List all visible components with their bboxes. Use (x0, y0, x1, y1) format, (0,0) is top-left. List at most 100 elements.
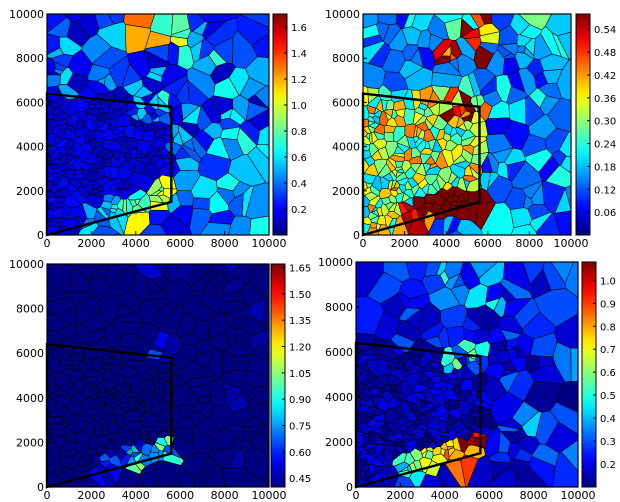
mesh-cell (426, 427, 440, 438)
colorbar-tick-label: 0.24 (594, 140, 616, 151)
y-tick-label: 8000 (16, 52, 44, 65)
x-tick-label: 0 (44, 489, 51, 502)
y-tick-label: 2000 (16, 436, 44, 449)
x-tick-label: 0 (360, 237, 367, 250)
mesh-cell (150, 122, 160, 132)
mesh-cell (104, 264, 132, 289)
mesh-cell (545, 165, 571, 188)
mesh-cell (384, 111, 392, 121)
mesh-cells (47, 14, 269, 235)
mesh-cell (529, 364, 566, 384)
mesh-cell (107, 386, 117, 396)
y-tick-label: 0 (346, 481, 353, 494)
mesh-cell (132, 401, 141, 409)
colorbar-tick-label: 0.8 (291, 127, 307, 138)
mesh-cell (370, 425, 384, 436)
mesh-cell (420, 447, 428, 455)
voronoi-panel-1: 0 2000 4000 6000 8000 10000 0 2000 4000 6000 8000 1… (9, 8, 287, 250)
mesh-cell (102, 179, 113, 196)
colorbar: 0.06 0.12 0.18 0.24 0.30 0.36 0.42 0.48 0.54 (575, 13, 616, 236)
mesh-cell (363, 222, 371, 235)
y-tick-label: 0 (353, 229, 360, 242)
voronoi-panel-4: 0 2000 4000 6000 8000 10000 0 2000 4000 6000 8000 1… (318, 256, 596, 502)
mesh-cell (47, 433, 61, 456)
mesh-cell (75, 323, 91, 346)
mesh-cell (188, 264, 212, 287)
y-tick-label: 4000 (16, 392, 44, 405)
colorbar-tick-label: 1.2 (291, 75, 307, 86)
y-tick-label: 0 (37, 481, 44, 494)
mesh-cell (417, 392, 428, 397)
mesh-cell (455, 126, 467, 138)
x-tick-label: 10000 (252, 489, 287, 502)
colorbar-gradient (581, 261, 597, 488)
mesh-cell (111, 311, 144, 323)
colorbar-tick-label: 1.50 (289, 290, 311, 301)
mesh-cell (76, 110, 88, 123)
mesh-cell (359, 476, 370, 483)
mesh-cell (100, 200, 113, 210)
x-tick-label: 8000 (211, 489, 239, 502)
mesh-cell (412, 111, 424, 125)
y-tick-label: 8000 (325, 301, 353, 314)
mesh-cell (429, 360, 443, 371)
mesh-cell (51, 107, 63, 117)
mesh-cell (96, 382, 106, 394)
mesh-cell (445, 381, 455, 391)
mesh-cell (230, 406, 254, 427)
colorbar-gradient (575, 13, 591, 236)
mesh-cell (518, 14, 552, 31)
colorbar-tick-label: 0.45 (289, 474, 311, 485)
mesh-cell (172, 436, 197, 461)
mesh-cell (426, 114, 439, 127)
mesh-cell (435, 151, 449, 170)
mesh-cell (115, 302, 135, 319)
colorbar-tick-label: 0.18 (594, 162, 616, 173)
mesh-cell (442, 399, 460, 412)
colorbar-tick-label: 0.4 (291, 179, 307, 190)
mesh-cell (461, 431, 472, 443)
mesh-cell (191, 291, 222, 315)
x-tick-label: 4000 (122, 489, 150, 502)
mesh-cell (57, 123, 68, 131)
mesh-cell (560, 439, 578, 472)
mesh-cell (139, 425, 147, 444)
mesh-cell (107, 357, 123, 365)
colorbar-tick-label: 1.0 (600, 276, 616, 287)
mesh-cell (50, 135, 62, 148)
y-tick-label: 10000 (9, 8, 44, 21)
mesh-cell (513, 345, 528, 359)
mesh-cell (144, 30, 171, 50)
mesh-cell (401, 26, 422, 46)
mesh-cell (160, 213, 193, 235)
mesh-cell (182, 138, 196, 152)
mesh-cell (228, 193, 244, 217)
x-tick-label: 10000 (554, 237, 589, 250)
mesh-cell (241, 281, 267, 308)
mesh-cell (396, 187, 404, 195)
mesh-cell (102, 371, 117, 381)
mesh-cell (449, 163, 466, 179)
mesh-cells (363, 14, 571, 235)
mesh-cell (104, 113, 113, 120)
mesh-cell (412, 409, 420, 417)
axes-frame (46, 13, 270, 236)
mesh-cell (549, 401, 578, 435)
mesh-cell (66, 73, 89, 94)
mesh-cell (436, 463, 462, 487)
mesh-cell (503, 119, 530, 151)
colorbar-tick-label: 0.30 (594, 117, 616, 128)
y-tick-label: 4000 (16, 141, 44, 154)
mesh-cell (377, 381, 385, 389)
mesh-cell (65, 97, 79, 116)
mesh-cell (104, 398, 114, 405)
mesh-cell (175, 79, 190, 104)
colorbar-tick-label: 1.35 (289, 316, 311, 327)
mesh-cell (421, 371, 434, 380)
mesh-cell (93, 129, 106, 144)
mesh-cell (160, 424, 169, 433)
mesh-cell (219, 117, 241, 130)
mesh-cell (103, 158, 109, 167)
mesh-cell (374, 197, 384, 209)
mesh-cell (66, 21, 91, 48)
